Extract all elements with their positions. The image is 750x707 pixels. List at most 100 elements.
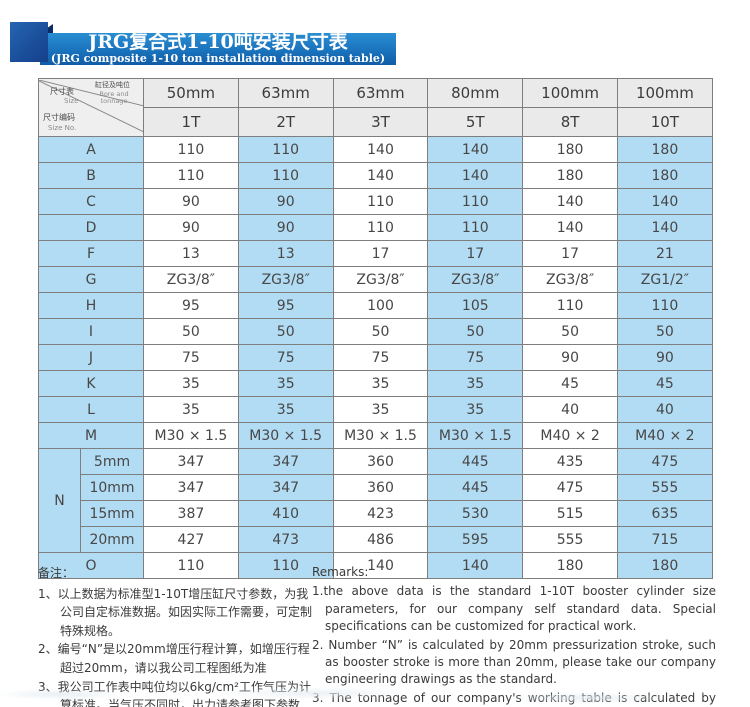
table-cell: 35 xyxy=(237,396,334,423)
table-cell: M30 × 1.5 xyxy=(143,422,239,449)
table-cell: 347 xyxy=(143,474,239,501)
row-sublabel: 20mm xyxy=(80,526,144,553)
table-row: J 75 75 75 75 90 90 xyxy=(38,344,713,371)
table-cell: 90 xyxy=(143,188,239,215)
table-cell: 110 xyxy=(143,136,239,163)
table-cell: 475 xyxy=(616,448,713,475)
page-subtitle: (JRG composite 1-10 ton installation dim… xyxy=(50,51,386,65)
table-cell: 35 xyxy=(427,396,524,423)
table-cell: 445 xyxy=(427,474,524,501)
table-cell: ZG1/2″ xyxy=(616,266,713,293)
table-cell: 473 xyxy=(237,526,334,553)
table-cell: 180 xyxy=(616,136,713,163)
title-banner: JRG复合式1-10吨安装尺寸表 (JRG composite 1-10 ton… xyxy=(40,30,396,65)
table-cell: 140 xyxy=(332,552,429,579)
table-cell: ZG3/8″ xyxy=(427,266,524,293)
table-cell: 140 xyxy=(427,136,524,163)
table-row: A 110 110 140 140 180 180 xyxy=(38,136,713,163)
row-label: J xyxy=(38,344,144,371)
table-cell: 140 xyxy=(616,188,713,215)
table-cell: 140 xyxy=(332,136,429,163)
table-cell: 140 xyxy=(427,552,524,579)
table-cell: 90 xyxy=(522,344,618,371)
row-label: G xyxy=(38,266,144,293)
table-cell: 35 xyxy=(237,370,334,397)
table-cell: 180 xyxy=(522,552,618,579)
table-cell: 347 xyxy=(143,448,239,475)
table-cell: 45 xyxy=(522,370,618,397)
row-label: M xyxy=(38,422,144,449)
table-cell: 140 xyxy=(522,214,618,241)
table-cell: 110 xyxy=(237,136,334,163)
table-row: L 35 35 35 35 40 40 xyxy=(38,396,713,423)
table-cell: 427 xyxy=(143,526,239,553)
bore-header-cell: 100mm xyxy=(522,78,618,108)
bore-header-cell: 63mm xyxy=(332,78,429,108)
table-cell: 445 xyxy=(427,448,524,475)
corner-size-no-en: Size No. xyxy=(48,123,77,132)
table-cell: 90 xyxy=(616,344,713,371)
row-label: H xyxy=(38,292,144,319)
table-cell: 50 xyxy=(522,318,618,345)
table-cell: M40 × 2 xyxy=(522,422,618,449)
table-cell: 50 xyxy=(427,318,524,345)
table-cell: 387 xyxy=(143,500,239,527)
bore-header-cell: 100mm xyxy=(616,78,713,108)
note-en-item: 1.the above data is the standard 1-10T b… xyxy=(312,584,716,634)
note-zh-item: 2、编号“N”是以20mm增压行程计算，如增压行程超过20mm，请以我公司工程图… xyxy=(38,642,310,675)
table-cell: 13 xyxy=(237,240,334,267)
page-title: JRG复合式1-10吨安装尺寸表 xyxy=(88,30,348,53)
table-cell: 50 xyxy=(237,318,334,345)
row-sublabel: 10mm xyxy=(80,474,144,501)
table-cell: 410 xyxy=(237,500,334,527)
table-cell: 13 xyxy=(143,240,239,267)
table-cell: 360 xyxy=(332,474,429,501)
table-cell: 17 xyxy=(332,240,429,267)
row-sublabel: 5mm xyxy=(80,448,144,475)
table-cell: 75 xyxy=(427,344,524,371)
table-cell: 90 xyxy=(237,214,334,241)
table-cell: 40 xyxy=(522,396,618,423)
table-cell: ZG3/8″ xyxy=(237,266,334,293)
table-cell: 110 xyxy=(332,214,429,241)
table-cell: 75 xyxy=(143,344,239,371)
row-label: C xyxy=(38,188,144,215)
table-cell: 180 xyxy=(616,162,713,189)
table-cell: 40 xyxy=(616,396,713,423)
table-cell: 110 xyxy=(332,188,429,215)
row-label: B xyxy=(38,162,144,189)
table-row: I 50 50 50 50 50 50 xyxy=(38,318,713,345)
table-cell: 475 xyxy=(522,474,618,501)
table-cell: ZG3/8″ xyxy=(522,266,618,293)
table-body: A 110 110 140 140 180 180 B 110 110 140 140 180 180 C 9… xyxy=(38,136,713,579)
table-cell: 140 xyxy=(522,188,618,215)
row-label: O xyxy=(38,552,144,579)
note-en-item: 2. Number “N” is calculated by 20mm pres… xyxy=(312,637,716,687)
table-cell: 105 xyxy=(427,292,524,319)
tonnage-header-cell: 5T xyxy=(427,107,524,137)
table-cell: 110 xyxy=(143,162,239,189)
table-cell: 35 xyxy=(332,370,429,397)
table-cell: 555 xyxy=(616,474,713,501)
table-cell: ZG3/8″ xyxy=(143,266,239,293)
table-cell: ZG3/8″ xyxy=(332,266,429,293)
table-cell: 435 xyxy=(522,448,618,475)
table-cell: 110 xyxy=(427,188,524,215)
table-row: F 13 13 17 17 17 21 xyxy=(38,240,713,267)
table-cell: 423 xyxy=(332,500,429,527)
table-cell: 180 xyxy=(616,552,713,579)
table-row: B 110 110 140 140 180 180 xyxy=(38,162,713,189)
table-cell: 100 xyxy=(332,292,429,319)
row-label: F xyxy=(38,240,144,267)
row-sublabel: 15mm xyxy=(80,500,144,527)
table-row: D 90 90 110 110 140 140 xyxy=(38,214,713,241)
table-cell: 95 xyxy=(237,292,334,319)
table-cell: 35 xyxy=(427,370,524,397)
table-cell: 110 xyxy=(427,214,524,241)
corner-diagonal-lines xyxy=(39,79,143,132)
table-cell: 50 xyxy=(332,318,429,345)
table-cell: 95 xyxy=(143,292,239,319)
header-row-bore: 缸径及吨位 Bore and tonnage 尺寸表 Size 尺寸编码 Siz… xyxy=(38,78,713,137)
table-cell: 140 xyxy=(332,162,429,189)
